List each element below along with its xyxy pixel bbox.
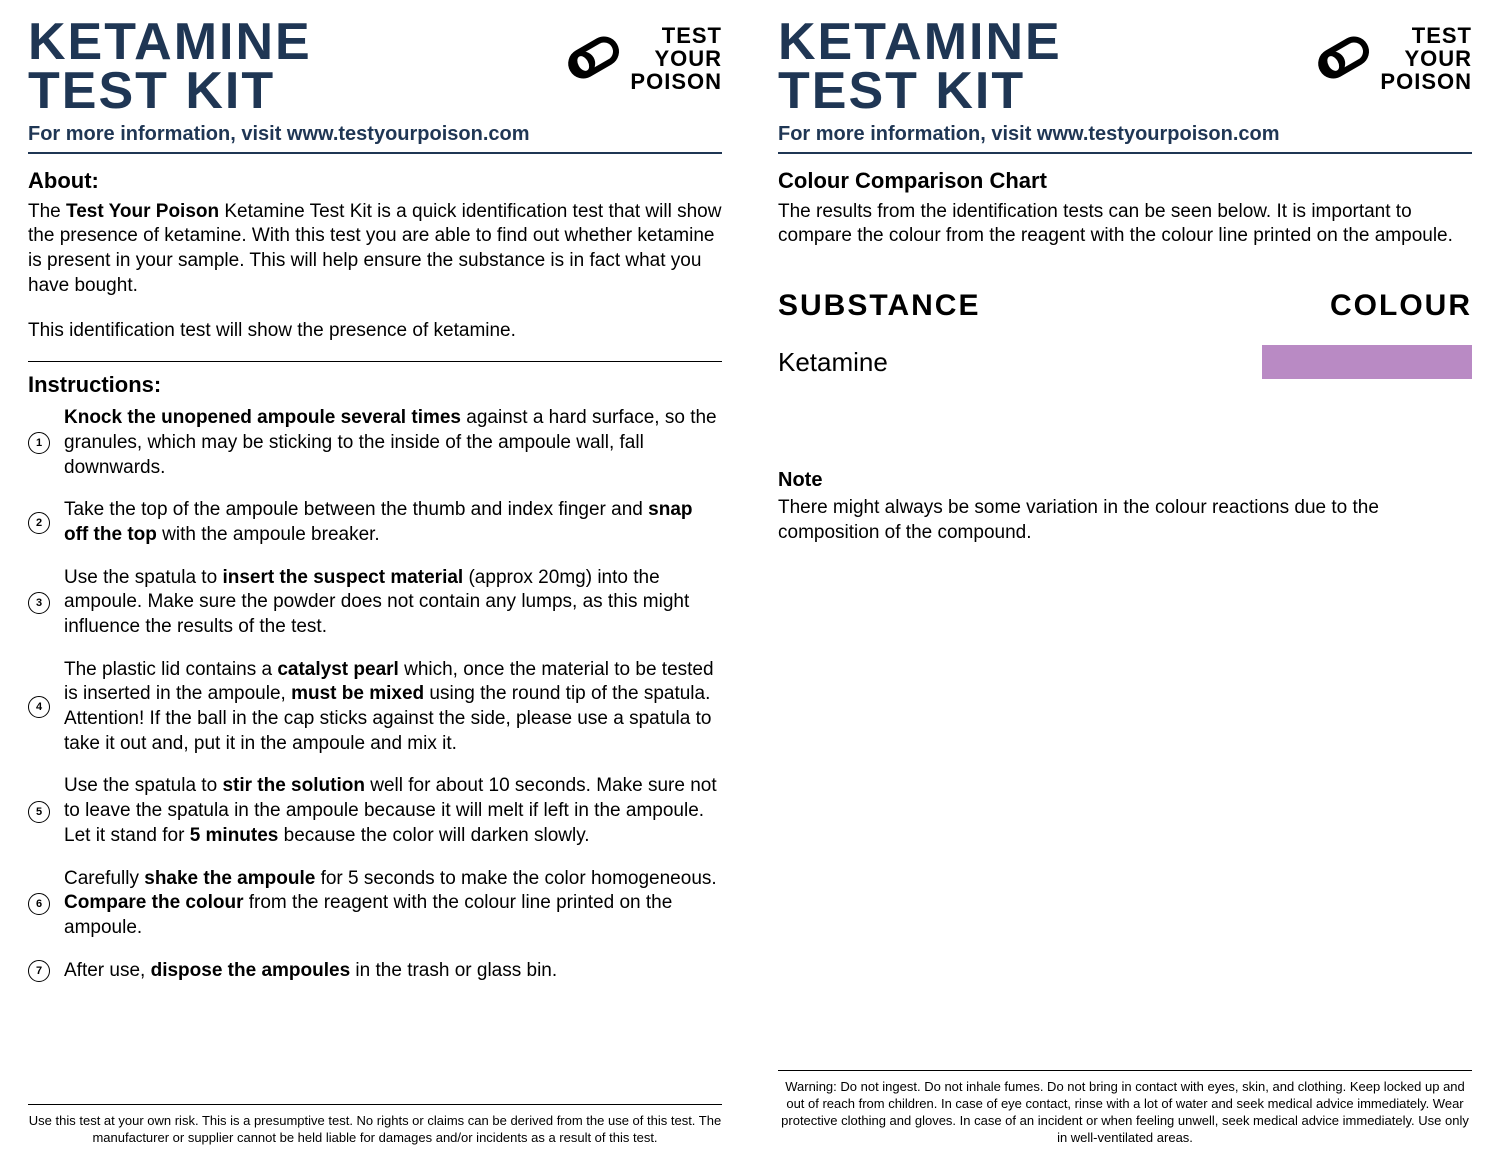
step-number: 2 (28, 512, 50, 534)
note-body: There might always be some variation in … (778, 496, 1472, 545)
brand-line-1: TEST (1380, 24, 1472, 47)
step-text: Take the top of the ampoule between the … (64, 498, 722, 547)
product-title: KETAMINE TEST KIT (28, 18, 312, 117)
right-panel: KETAMINE TEST KIT TEST YOUR POISON For m… (750, 0, 1500, 1159)
more-info-link: For more information, visit www.testyour… (28, 123, 722, 154)
instruction-step: 3 Use the spatula to insert the suspect m… (28, 566, 722, 640)
step-text: Carefully shake the ampoule for 5 second… (64, 867, 722, 941)
pill-icon (556, 29, 626, 89)
step-text: The plastic lid contains a catalyst pear… (64, 658, 722, 757)
colour-swatch (1262, 345, 1472, 379)
chart-row: Ketamine (778, 345, 1472, 379)
step-number: 6 (28, 893, 50, 915)
substance-name: Ketamine (778, 347, 888, 378)
warning-text: Warning: Do not ingest. Do not inhale fu… (778, 1070, 1472, 1147)
title-line-1: KETAMINE (778, 18, 1062, 67)
product-title: KETAMINE TEST KIT (778, 18, 1062, 117)
note-heading: Note (778, 469, 1472, 492)
step-number: 3 (28, 592, 50, 614)
brand-line-3: POISON (630, 70, 722, 93)
step-text: After use, dispose the ampoules in the t… (64, 959, 557, 984)
brand-logo: TEST YOUR POISON (556, 24, 722, 93)
brand-line-2: YOUR (1380, 47, 1472, 70)
brand-text: TEST YOUR POISON (630, 24, 722, 93)
title-line-2: TEST KIT (28, 67, 312, 116)
pill-icon (1306, 29, 1376, 89)
title-line-2: TEST KIT (778, 67, 1062, 116)
step-number: 7 (28, 960, 50, 982)
brand-line-3: POISON (1380, 70, 1472, 93)
instruction-step: 5 Use the spatula to stir the solution we… (28, 774, 722, 848)
step-text: Use the spatula to stir the solution wel… (64, 774, 722, 848)
header-right: KETAMINE TEST KIT TEST YOUR POISON (778, 18, 1472, 117)
step-text: Use the spatula to insert the suspect ma… (64, 566, 722, 640)
brand-line-2: YOUR (630, 47, 722, 70)
brand-line-1: TEST (630, 24, 722, 47)
brand-logo: TEST YOUR POISON (1306, 24, 1472, 93)
step-text: Knock the unopened ampoule several times… (64, 406, 722, 480)
instructions-heading: Instructions: (28, 372, 722, 398)
disclaimer: Use this test at your own risk. This is … (28, 1104, 722, 1147)
col-colour: COLOUR (1330, 289, 1472, 323)
about-heading: About: (28, 168, 722, 194)
instruction-step: 6 Carefully shake the ampoule for 5 secon… (28, 867, 722, 941)
chart-header-row: SUBSTANCE COLOUR (778, 289, 1472, 323)
instruction-step: 7 After use, dispose the ampoules in the … (28, 959, 722, 984)
chart-intro: The results from the identification test… (778, 200, 1472, 249)
instructions-list: 1 Knock the unopened ampoule several time… (28, 406, 722, 1001)
more-info-link: For more information, visit www.testyour… (778, 123, 1472, 154)
left-panel: KETAMINE TEST KIT TEST YOUR POISON For m… (0, 0, 750, 1159)
step-number: 1 (28, 432, 50, 454)
title-line-1: KETAMINE (28, 18, 312, 67)
brand-text: TEST YOUR POISON (1380, 24, 1472, 93)
about-body: The Test Your Poison Ketamine Test Kit i… (28, 200, 722, 299)
instruction-step: 2 Take the top of the ampoule between the… (28, 498, 722, 547)
step-number: 4 (28, 696, 50, 718)
step-number: 5 (28, 801, 50, 823)
col-substance: SUBSTANCE (778, 289, 980, 323)
instruction-step: 1 Knock the unopened ampoule several time… (28, 406, 722, 480)
about-line-2: This identification test will show the p… (28, 319, 722, 344)
header-left: KETAMINE TEST KIT TEST YOUR POISON (28, 18, 722, 117)
instruction-step: 4 The plastic lid contains a catalyst pea… (28, 658, 722, 757)
divider (28, 361, 722, 362)
chart-heading: Colour Comparison Chart (778, 168, 1472, 194)
